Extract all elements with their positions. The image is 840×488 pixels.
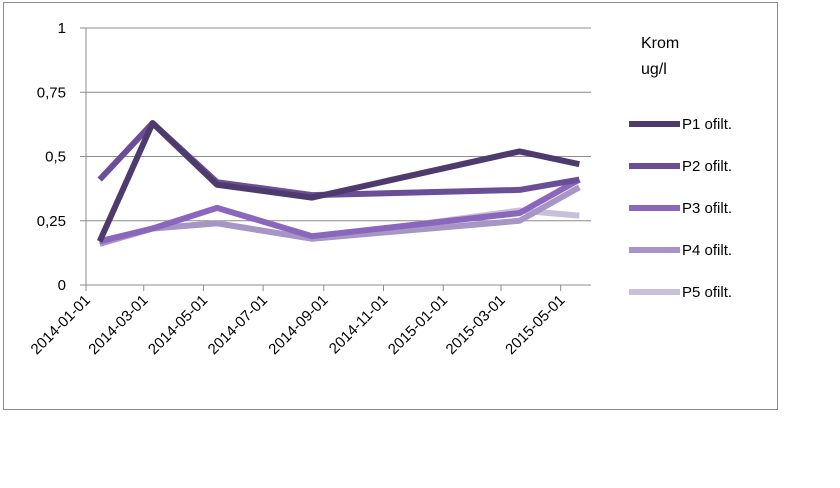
legend-title: Krom	[641, 35, 679, 52]
x-tick-label: 2014-11-01	[326, 292, 391, 357]
y-tick-label: 0,5	[45, 149, 66, 166]
series-line-p3	[98, 176, 581, 245]
x-tick-label: 2014-01-01	[28, 292, 94, 358]
legend-title: ug/l	[641, 61, 667, 78]
series-lines	[96, 120, 581, 247]
legend-label-p5: P5 ofilt.	[682, 284, 732, 301]
x-tick-label: 2015-05-01	[502, 292, 568, 358]
y-tick-label: 0,25	[37, 213, 66, 230]
legend-label-p3: P3 ofilt.	[682, 200, 732, 217]
x-tick-label: 2015-01-01	[385, 292, 451, 358]
x-tick-label: 2015-03-01	[443, 292, 509, 358]
chart-frame: 0 0,25 0,5 0,75 1 2014-01-01 2014-03-01 2014-05…	[3, 2, 778, 410]
x-tick-label: 2014-05-01	[145, 292, 211, 358]
line-chart: 0 0,25 0,5 0,75 1 2014-01-012014-03-012014-05…	[28, 20, 732, 358]
y-tick-label: 0	[58, 277, 66, 294]
legend-label-p1: P1 ofilt.	[682, 116, 732, 133]
gridlines	[86, 27, 591, 286]
series-line-p2	[97, 120, 580, 199]
x-tick-label: 2014-09-01	[265, 292, 331, 358]
legend-label-p2: P2 ofilt.	[682, 158, 732, 175]
series-line-p1	[96, 120, 580, 243]
legend-label-p4: P4 ofilt.	[682, 242, 732, 259]
legend: Krom ug/l P1 ofilt. P2 ofilt. P3 ofilt. P4 of…	[629, 35, 732, 301]
y-tick-label: 0,75	[37, 84, 66, 101]
y-tick-label: 1	[58, 20, 66, 37]
x-tick-label: 2014-03-01	[85, 292, 151, 358]
x-tick-label: 2014-07-01	[205, 292, 271, 358]
